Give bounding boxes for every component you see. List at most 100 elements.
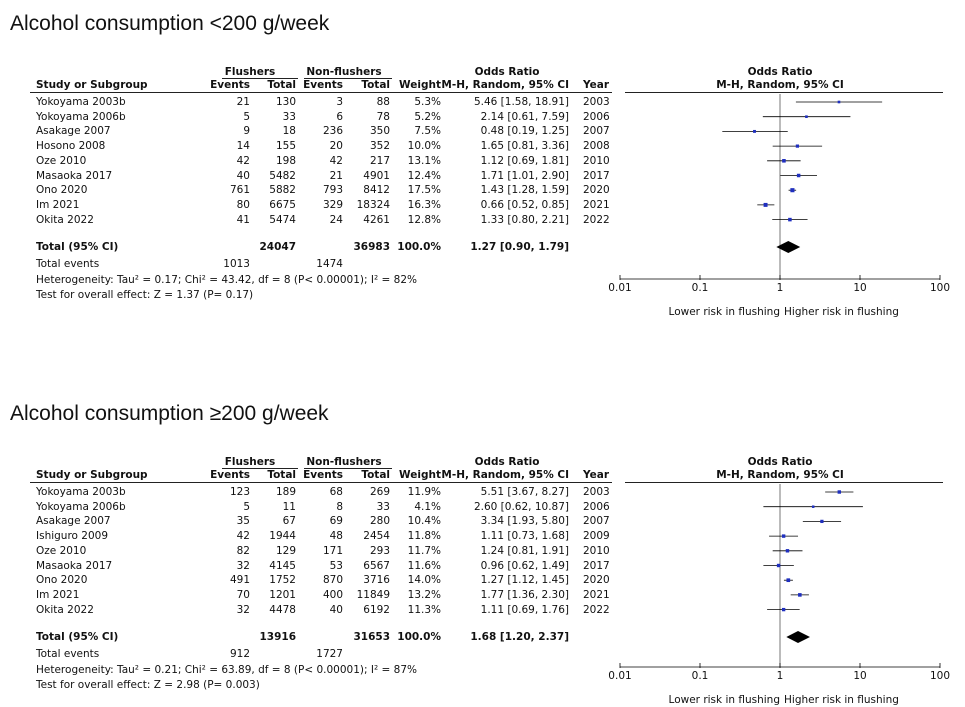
study-name: Im 2021 <box>36 198 80 211</box>
events-non-flushers: 171 <box>322 544 343 557</box>
events-flushers: 123 <box>229 486 250 498</box>
study-marker <box>837 100 841 104</box>
total-non-flushers: 280 <box>369 515 390 528</box>
weight: 11.8% <box>407 530 441 543</box>
group-header-flushers: Flushers <box>224 456 276 468</box>
total-or-ci: 1.68 [1.20, 2.37] <box>470 631 569 643</box>
total-flushers: 67 <box>282 515 296 528</box>
study-marker <box>790 188 795 193</box>
events-flushers: 5 <box>243 110 250 123</box>
header-rule <box>30 92 612 93</box>
or-ci: 0.66 [0.52, 0.85] <box>480 198 569 211</box>
total-flushers: 5474 <box>269 213 296 226</box>
total-or-ci: 1.27 [0.90, 1.79] <box>470 241 569 253</box>
total-non-flushers: 6192 <box>363 603 390 616</box>
weight: 10.4% <box>407 515 441 528</box>
study-name: Yokoyama 2006b <box>36 110 126 123</box>
events-non-flushers: 8 <box>336 500 343 513</box>
events-flushers: 35 <box>236 515 250 528</box>
year: 2010 <box>583 154 610 167</box>
study-name: Yokoyama 2003b <box>36 486 126 498</box>
total-flushers: 11 <box>282 500 296 513</box>
year: 2022 <box>583 213 610 226</box>
group-underline-non-flushers <box>304 468 392 469</box>
weight: 12.4% <box>407 169 441 182</box>
year: 2021 <box>583 588 610 601</box>
or-ci: 1.27 [1.12, 1.45] <box>480 574 569 587</box>
events-non-flushers: 6 <box>336 110 343 123</box>
study-marker <box>837 490 842 494</box>
total-non-flushers: 78 <box>376 110 390 123</box>
events-non-flushers: 68 <box>329 486 343 498</box>
events-flushers: 32 <box>236 559 250 572</box>
events-non-flushers: 69 <box>329 515 343 528</box>
weight: 13.1% <box>407 154 441 167</box>
header-rule-plot <box>625 92 943 93</box>
x-tick-label: 10 <box>853 670 867 682</box>
total-non-flushers: 11849 <box>356 588 390 601</box>
events-non-flushers: 3 <box>336 96 343 108</box>
study-name: Yokoyama 2006b <box>36 500 126 513</box>
col-header-plot-method: M-H, Random, 95% CI <box>716 79 844 91</box>
weight: 14.0% <box>407 574 441 587</box>
study-marker <box>763 202 768 207</box>
header-rule-plot <box>625 482 943 483</box>
header-rule <box>30 482 612 483</box>
x-tick-label: 1 <box>776 670 784 682</box>
overall-effect-text: Test for overall effect: Z = 1.37 (P= 0.… <box>36 289 254 301</box>
events-flushers: 42 <box>236 154 250 167</box>
year: 2021 <box>583 198 610 211</box>
study-marker <box>796 173 801 178</box>
group-header-non-flushers: Non-flushers <box>306 66 382 78</box>
year: 2008 <box>583 140 610 153</box>
total-weight: 100.0% <box>397 631 441 643</box>
events-non-flushers: 21 <box>329 169 343 182</box>
study-marker <box>753 129 756 133</box>
events-non-flushers: 793 <box>322 184 343 197</box>
or-ci: 0.96 [0.62, 1.49] <box>480 559 569 572</box>
year: 2020 <box>583 184 610 197</box>
study-name: Okita 2022 <box>36 213 94 226</box>
study-name: Ono 2020 <box>36 574 88 587</box>
x-tick-label: 10 <box>853 282 867 294</box>
total-events-flushers: 1013 <box>223 258 250 270</box>
total-events-flushers: 912 <box>229 648 250 660</box>
study-marker <box>820 519 824 524</box>
or-ci: 1.71 [1.01, 2.90] <box>480 169 569 182</box>
col-header-total-2: Total <box>361 79 390 91</box>
events-flushers: 82 <box>236 544 250 557</box>
total-non-flushers: 8412 <box>363 184 390 197</box>
axis-label-left: Lower risk in flushing <box>668 694 780 706</box>
total-events-non-flushers: 1474 <box>316 258 343 270</box>
or-ci: 1.12 [0.69, 1.81] <box>480 154 569 167</box>
group-header-non-flushers: Non-flushers <box>306 456 382 468</box>
total-flushers: 155 <box>275 140 296 153</box>
events-flushers: 41 <box>236 213 250 226</box>
col-header-method: M-H, Random, 95% CI <box>441 469 569 481</box>
col-header-plot-method: M-H, Random, 95% CI <box>716 469 844 481</box>
total-events-label: Total events <box>36 258 100 270</box>
total-non-flushers-sum: 31653 <box>353 631 390 643</box>
year: 2003 <box>583 96 610 108</box>
year: 2022 <box>583 603 610 616</box>
header-plot-odds-ratio: Odds Ratio <box>747 456 813 468</box>
weight: 11.6% <box>407 559 441 572</box>
total-flushers: 6675 <box>269 198 296 211</box>
header-odds-ratio: Odds Ratio <box>474 66 540 78</box>
weight: 10.0% <box>407 140 441 153</box>
total-flushers: 5482 <box>269 169 296 182</box>
x-tick-label: 0.1 <box>691 670 709 682</box>
year: 2009 <box>583 530 610 543</box>
col-header-total-2: Total <box>361 469 390 481</box>
col-header-study: Study or Subgroup <box>36 79 148 91</box>
events-flushers: 491 <box>229 574 250 587</box>
total-non-flushers: 293 <box>369 544 390 557</box>
study-marker <box>782 159 786 163</box>
year: 2007 <box>583 515 610 528</box>
col-header-weight: Weight <box>399 469 441 481</box>
total-non-flushers: 33 <box>376 500 390 513</box>
or-ci: 1.33 [0.80, 2.21] <box>480 213 569 226</box>
study-name: Ishiguro 2009 <box>36 530 109 543</box>
events-flushers: 761 <box>229 184 250 197</box>
